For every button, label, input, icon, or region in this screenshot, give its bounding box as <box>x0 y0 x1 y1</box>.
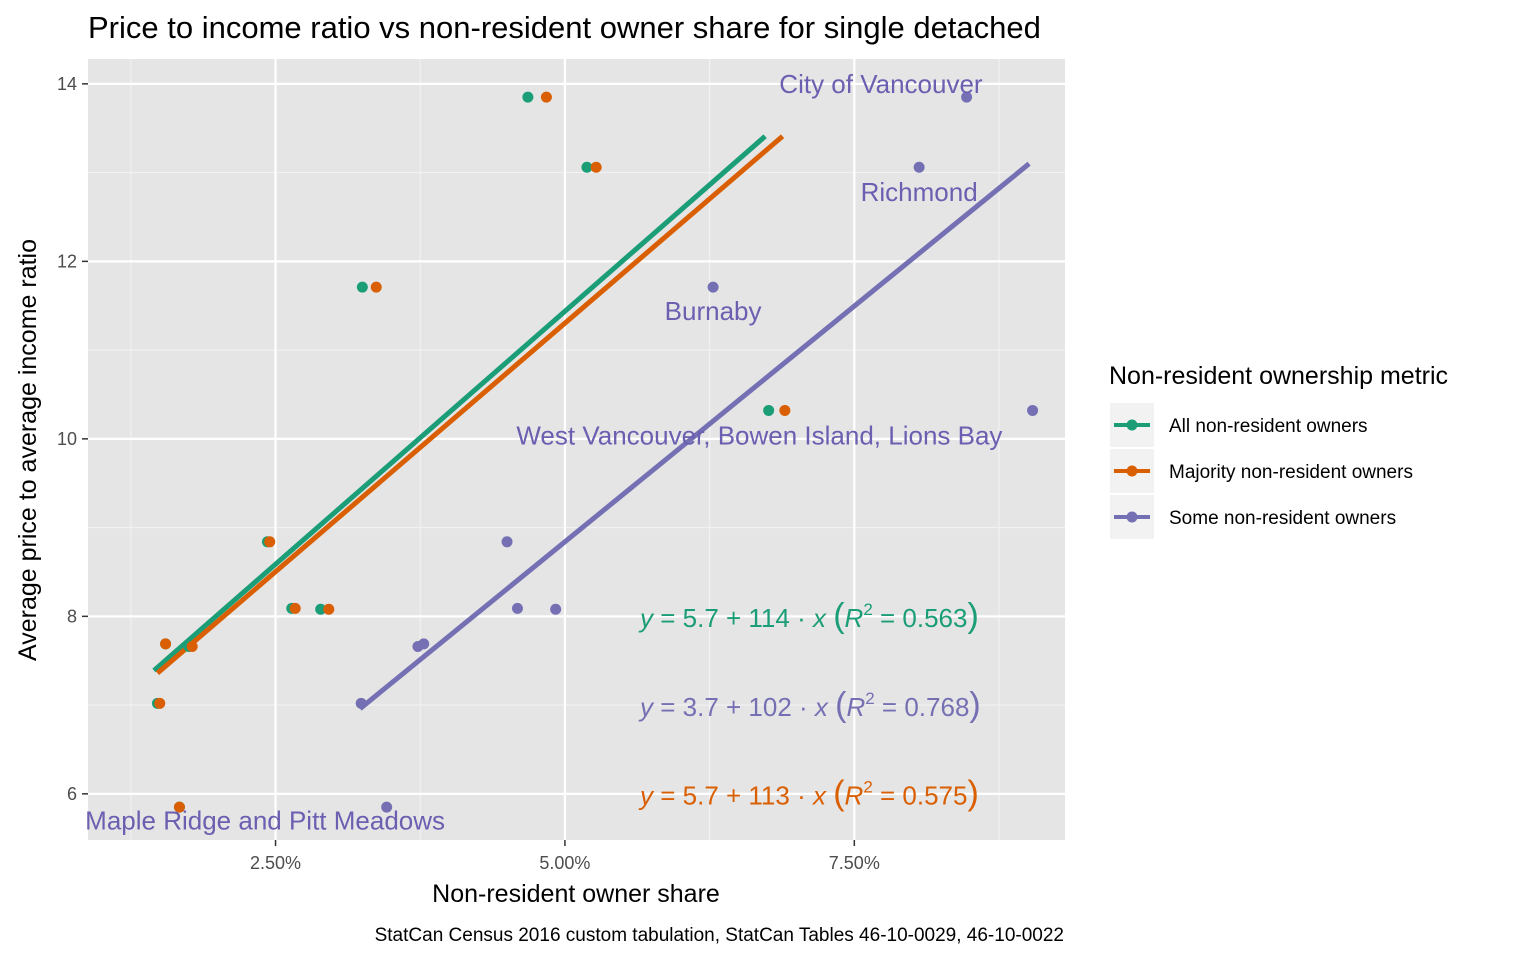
data-points <box>151 91 1039 813</box>
equation-label: y = 5.7 + 113 · x (R2 = 0.575) <box>638 775 979 813</box>
data-point <box>763 404 775 416</box>
regression-equations: y = 5.7 + 114 · x (R2 = 0.563)y = 3.7 + … <box>638 597 981 813</box>
city-label: Richmond <box>861 177 978 207</box>
equation-part: 2 <box>865 689 874 708</box>
equation-part: = 0.768 <box>875 692 970 722</box>
data-point <box>381 801 393 813</box>
data-point <box>913 161 925 173</box>
equation-part: = 5.7 + 113 · <box>653 781 813 811</box>
city-label: Burnaby <box>665 296 762 326</box>
fit-line <box>358 161 1031 711</box>
x-tick-label: 5.00% <box>539 853 590 873</box>
chart-caption: StatCan Census 2016 custom tabulation, S… <box>375 925 1064 946</box>
data-point <box>160 638 172 650</box>
equation-part: ) <box>969 686 980 724</box>
legend-key-point <box>1126 465 1138 477</box>
equation-part: ( <box>835 686 847 724</box>
data-point <box>522 91 534 103</box>
equation-part <box>828 692 835 722</box>
data-point <box>779 404 791 416</box>
equation-part <box>826 603 833 633</box>
data-point <box>961 91 973 103</box>
y-tick-label: 8 <box>67 606 77 626</box>
legend-label: Some non-resident owners <box>1169 508 1396 529</box>
data-point <box>289 602 301 614</box>
legend-label: All non-resident owners <box>1169 416 1368 437</box>
equation-part: y <box>638 692 655 722</box>
city-label: City of Vancouver <box>779 69 983 99</box>
equation-part: ( <box>833 597 845 635</box>
y-tick-label: 10 <box>57 429 77 449</box>
data-point <box>540 91 552 103</box>
y-tick-label: 12 <box>57 251 77 271</box>
data-point <box>581 161 593 173</box>
data-point <box>186 641 198 653</box>
data-point <box>264 536 276 548</box>
equation-part: 2 <box>863 778 872 797</box>
data-point <box>315 603 327 615</box>
plot-panel <box>88 59 1065 840</box>
data-point <box>356 281 368 293</box>
data-point <box>1027 404 1039 416</box>
city-label: Maple Ridge and Pitt Meadows <box>85 805 445 835</box>
y-axis: 6 8 10 12 14 <box>57 74 88 804</box>
data-point <box>707 281 719 293</box>
equation-part: = 0.563 <box>873 603 968 633</box>
equation-label: y = 5.7 + 114 · x (R2 = 0.563) <box>638 597 979 635</box>
equation-part: x <box>813 692 829 722</box>
equation-part <box>826 781 833 811</box>
data-point <box>501 536 513 548</box>
equation-part: 2 <box>863 600 872 619</box>
equation-part: y <box>638 603 655 633</box>
data-point <box>370 281 382 293</box>
equation-part: x <box>811 781 827 811</box>
equation-part: ( <box>833 775 845 813</box>
grid-major <box>88 59 1065 840</box>
legend-key-point <box>1126 511 1138 523</box>
y-tick-label: 14 <box>57 74 77 94</box>
data-point <box>323 603 335 615</box>
equation-part: R <box>845 603 864 633</box>
legend-label: Majority non-resident owners <box>1169 462 1413 483</box>
legend: Non-resident ownership metric All non-re… <box>1109 362 1448 539</box>
equation-part: x <box>811 603 827 633</box>
equation-part: y <box>638 781 655 811</box>
equation-part: ) <box>967 775 978 813</box>
chart-title: Price to income ratio vs non-resident ow… <box>88 10 1041 45</box>
y-tick-label: 6 <box>67 784 77 804</box>
equation-part: = 0.575 <box>873 781 968 811</box>
x-axis-title: Non-resident owner share <box>432 880 720 908</box>
fit-line <box>152 134 767 673</box>
y-axis-title: Average price to average income ratio <box>14 239 42 661</box>
fit-line <box>155 134 785 676</box>
equation-part: ) <box>967 597 978 635</box>
city-label: West Vancouver, Bowen Island, Lions Bay <box>516 420 1002 450</box>
x-axis: 2.50% 5.00% 7.50% <box>250 840 880 873</box>
data-point <box>173 801 185 813</box>
equation-part: R <box>846 692 865 722</box>
legend-key-point <box>1126 419 1138 431</box>
city-annotations: City of Vancouver Richmond Burnaby West Van… <box>85 69 1002 836</box>
data-point <box>590 161 602 173</box>
legend-title: Non-resident ownership metric <box>1109 362 1448 390</box>
equation-label: y = 3.7 + 102 · x (R2 = 0.768) <box>638 686 981 724</box>
equation-part: R <box>845 781 864 811</box>
data-point <box>418 638 430 650</box>
equation-part: = 5.7 + 114 · <box>653 603 813 633</box>
x-tick-label: 2.50% <box>250 853 301 873</box>
x-tick-label: 7.50% <box>829 853 880 873</box>
fit-lines <box>152 134 1031 711</box>
equation-part: = 3.7 + 102 · <box>653 692 815 722</box>
data-point <box>154 697 166 709</box>
data-point <box>511 602 523 614</box>
data-point <box>355 697 367 709</box>
data-point <box>550 603 562 615</box>
